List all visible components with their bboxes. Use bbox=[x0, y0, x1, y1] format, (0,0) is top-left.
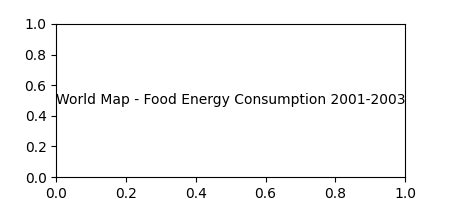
Text: World Map - Food Energy Consumption 2001-2003: World Map - Food Energy Consumption 2001… bbox=[56, 94, 405, 107]
